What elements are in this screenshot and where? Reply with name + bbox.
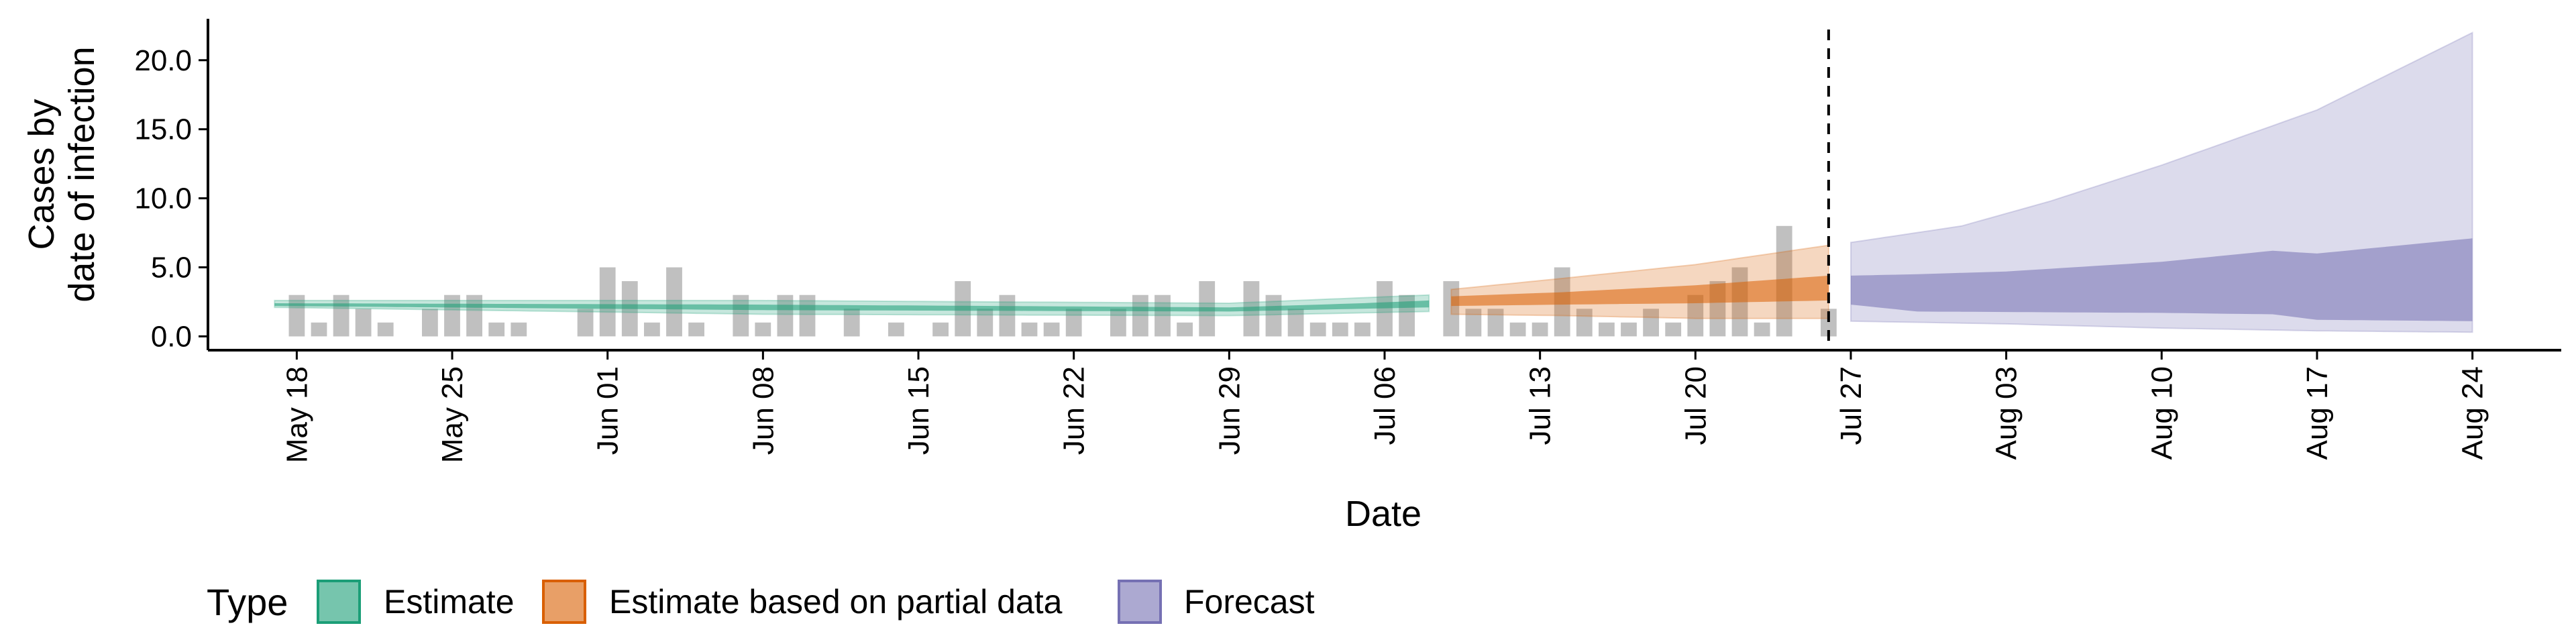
x-tick-label: Jun 01: [592, 366, 625, 455]
observed-case-bar: [1132, 294, 1148, 337]
observed-case-bar: [1309, 322, 1326, 337]
legend-key-partial: [542, 580, 586, 624]
observed-case-bar: [422, 309, 438, 337]
observed-case-bar: [977, 309, 994, 337]
observed-case-bar: [1532, 322, 1548, 337]
band-inner-estimate: [274, 300, 1430, 312]
observed-case-bar: [999, 294, 1016, 337]
x-tick-label: Jul 13: [1524, 366, 1557, 445]
y-tick-label: 0.0: [151, 320, 192, 353]
observed-case-bar: [1377, 281, 1393, 337]
observed-case-bar: [1509, 322, 1526, 337]
observed-case-bar: [1332, 322, 1348, 337]
x-tick-label: Jun 29: [1213, 366, 1246, 455]
observed-case-bar: [1599, 322, 1615, 337]
observed-case-bar: [688, 322, 704, 337]
x-tick-label: Aug 03: [1990, 366, 2023, 460]
band-inner-forecast: [1851, 238, 2473, 321]
legend-title: Type: [207, 581, 288, 623]
x-tick-label: Jul 20: [1679, 366, 1712, 445]
axes: 0.0 5.0 10.0 15.0 20.0 May 18 May 25 Jun 01 Jun …: [134, 19, 2561, 463]
observed-case-bar: [599, 267, 616, 337]
x-axis-title: Date: [1345, 494, 1421, 534]
observed-case-bar: [577, 309, 594, 337]
legend: Type Estimate Estimate based on partial …: [207, 580, 1315, 624]
legend-key-estimate: [317, 580, 361, 624]
observed-case-bar: [1155, 294, 1171, 337]
observed-case-bar: [1643, 309, 1659, 337]
observed-case-bar: [1465, 309, 1482, 337]
legend-label-forecast: Forecast: [1184, 583, 1315, 621]
observed-case-bar: [1443, 281, 1460, 337]
x-tick-label: Jun 22: [1058, 366, 1091, 455]
observed-case-bar: [1621, 322, 1637, 337]
observed-case-bar: [488, 322, 505, 337]
y-tick-label: 10.0: [134, 182, 192, 215]
observed-case-bar: [666, 267, 682, 337]
observed-case-bar: [888, 322, 904, 337]
observed-case-bar: [1110, 309, 1126, 337]
observed-case-bar: [1687, 294, 1704, 337]
y-tick-label: 20.0: [134, 44, 192, 77]
x-tick-label: May 25: [436, 366, 469, 463]
observed-case-bar: [1354, 322, 1371, 337]
observed-case-bar: [1754, 322, 1770, 337]
observed-case-bar: [311, 322, 327, 337]
observed-case-bar: [1043, 322, 1060, 337]
observed-case-bar: [1177, 322, 1193, 337]
legend-label-estimate: Estimate: [384, 583, 515, 621]
y-tick-label: 5.0: [151, 252, 192, 284]
legend-label-partial: Estimate based on partial data: [609, 583, 1063, 621]
observed-case-bar: [355, 309, 372, 337]
observed-case-bar: [1021, 322, 1038, 337]
observed-case-bar: [1487, 309, 1504, 337]
observed-case-bar: [932, 322, 949, 337]
band-inner-estimate-based-on-partial-data: [1451, 275, 1829, 307]
x-tick-label: Jun 08: [747, 366, 780, 455]
observed-case-bar: [377, 322, 394, 337]
observed-case-bar: [1821, 309, 1837, 337]
x-tick-label: Aug 17: [2301, 366, 2334, 460]
y-axis-title-group: Cases by date of infection: [21, 46, 102, 302]
x-tick-label: Aug 10: [2145, 366, 2178, 460]
observed-case-bar: [1576, 309, 1593, 337]
x-tick-label: Jul 06: [1368, 366, 1401, 445]
observed-case-bar: [1265, 294, 1282, 337]
y-axis-title-line-a: Cases by: [21, 99, 62, 250]
estimate-bands: [274, 31, 2473, 333]
observed-case-bar: [755, 322, 771, 337]
observed-case-bar: [843, 309, 860, 337]
x-tick-label: Aug 24: [2457, 366, 2489, 460]
observed-case-bar: [644, 322, 660, 337]
observed-case-bar: [1665, 322, 1682, 337]
x-tick-label: May 18: [280, 366, 313, 463]
y-axis-title-line-b: date of infection: [62, 46, 102, 302]
observed-case-bar: [511, 322, 527, 337]
legend-key-forecast: [1118, 580, 1162, 624]
x-tick-label: Jul 27: [1835, 366, 1868, 445]
x-tick-label: Jun 15: [902, 366, 935, 455]
observed-case-bar: [1287, 309, 1304, 337]
y-tick-label: 15.0: [134, 113, 192, 146]
observed-case-bar: [1065, 309, 1082, 337]
